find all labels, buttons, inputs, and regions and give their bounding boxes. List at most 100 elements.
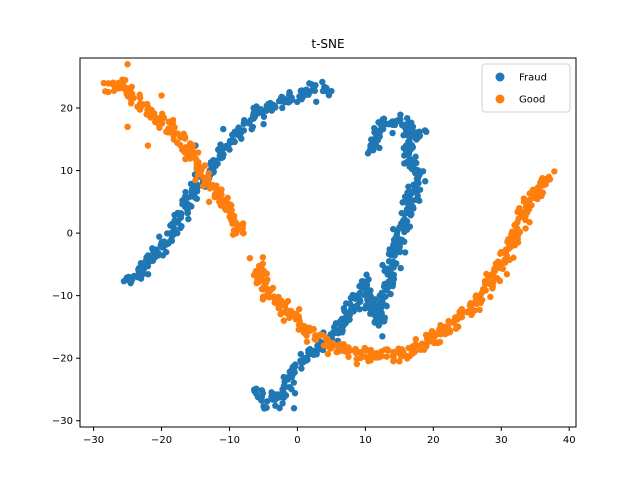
data-point-fraud	[163, 248, 170, 256]
data-point-fraud	[419, 168, 427, 175]
data-point-fraud	[328, 87, 335, 95]
data-point-fraud	[142, 263, 149, 270]
y-tick-label: 10	[60, 166, 73, 177]
data-point-good	[353, 360, 361, 368]
data-point-fraud	[404, 114, 411, 122]
data-point-fraud	[401, 249, 409, 256]
data-point-fraud	[260, 120, 267, 128]
data-point-fraud	[364, 150, 372, 157]
data-point-good	[137, 103, 145, 111]
x-tick-label: 10	[359, 435, 372, 446]
data-point-good	[151, 110, 158, 117]
data-point-good	[487, 293, 494, 301]
data-point-good	[500, 249, 508, 256]
data-point-fraud	[137, 275, 145, 282]
series-fraud	[120, 78, 430, 412]
data-point-good	[510, 254, 517, 261]
data-point-good	[286, 314, 293, 322]
data-point-good	[127, 100, 135, 107]
data-point-good	[266, 294, 273, 301]
data-point-good	[545, 173, 553, 181]
data-point-good	[128, 83, 136, 91]
data-point-fraud	[374, 136, 382, 144]
data-point-good	[370, 350, 378, 358]
data-point-fraud	[396, 248, 403, 256]
data-point-good	[165, 118, 172, 126]
data-point-good	[209, 181, 216, 189]
data-point-fraud	[378, 296, 385, 303]
data-point-fraud	[330, 328, 337, 335]
data-point-good	[124, 61, 131, 68]
data-point-fraud	[290, 379, 298, 386]
data-point-fraud	[246, 118, 253, 126]
data-point-fraud	[221, 144, 228, 151]
data-point-fraud	[361, 305, 369, 312]
data-point-fraud	[276, 404, 283, 412]
data-point-good	[472, 292, 480, 299]
data-point-good	[526, 219, 533, 226]
data-point-fraud	[238, 135, 245, 142]
data-point-fraud	[356, 296, 363, 303]
data-point-good	[389, 352, 397, 360]
data-point-fraud	[391, 121, 399, 129]
data-point-fraud	[389, 247, 396, 255]
x-tick-label: 40	[563, 435, 576, 446]
x-tick-label: 30	[495, 435, 508, 446]
data-point-fraud	[414, 192, 421, 200]
x-tick-label: −20	[151, 435, 172, 446]
data-point-fraud	[409, 123, 417, 130]
data-point-fraud	[356, 306, 363, 313]
data-point-good	[365, 357, 372, 365]
data-point-good	[176, 132, 184, 140]
data-point-fraud	[127, 278, 135, 286]
data-point-fraud	[282, 392, 290, 399]
data-point-good	[458, 305, 466, 313]
data-point-fraud	[398, 209, 405, 217]
data-point-good	[201, 162, 209, 169]
data-point-good	[205, 169, 212, 177]
data-point-fraud	[137, 259, 145, 267]
data-point-fraud	[142, 257, 150, 264]
data-point-fraud	[230, 137, 237, 144]
data-point-good	[267, 286, 275, 294]
data-point-good	[313, 333, 321, 340]
data-point-good	[192, 176, 199, 184]
data-point-fraud	[294, 98, 301, 106]
x-tick-label: −10	[219, 435, 240, 446]
data-point-fraud	[271, 393, 278, 400]
data-point-good	[220, 199, 228, 206]
data-point-good	[396, 358, 403, 365]
data-point-good	[218, 186, 225, 193]
data-point-good	[136, 91, 143, 98]
data-point-good	[533, 187, 541, 194]
data-point-good	[303, 330, 310, 337]
data-point-fraud	[153, 246, 160, 253]
data-point-good	[102, 88, 109, 95]
data-point-good	[156, 124, 163, 131]
data-point-fraud	[379, 261, 386, 269]
data-point-good	[229, 220, 236, 227]
data-point-good	[481, 287, 489, 294]
legend-marker-fraud	[495, 72, 505, 82]
data-point-fraud	[342, 300, 350, 307]
data-point-fraud	[412, 153, 419, 160]
data-point-fraud	[215, 146, 222, 153]
data-point-good	[522, 211, 529, 218]
data-point-good	[196, 169, 204, 177]
data-point-good	[345, 344, 352, 351]
data-point-good	[383, 353, 390, 360]
data-point-fraud	[167, 237, 174, 245]
data-point-fraud	[396, 224, 403, 231]
data-point-fraud	[290, 405, 298, 412]
data-point-good	[422, 331, 430, 339]
data-point-fraud	[404, 158, 411, 165]
data-point-good	[261, 282, 268, 290]
data-point-fraud	[389, 129, 396, 137]
data-point-good	[259, 254, 267, 261]
data-point-good	[205, 198, 213, 206]
data-point-fraud	[387, 265, 395, 272]
data-point-fraud	[280, 95, 287, 102]
data-point-fraud	[187, 180, 195, 188]
data-point-good	[158, 92, 165, 99]
data-point-good	[259, 277, 266, 284]
